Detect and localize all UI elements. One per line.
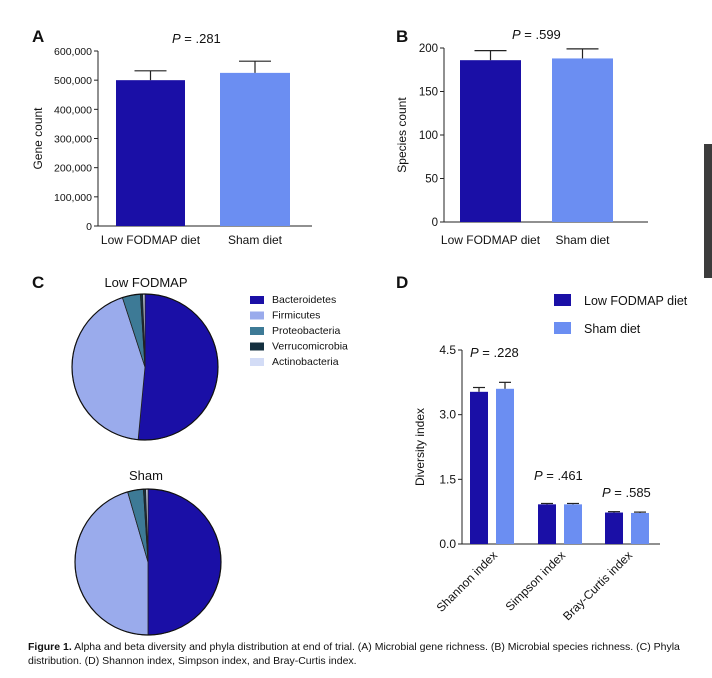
legend-swatch-firmicutes: [250, 311, 264, 320]
panel-a-ytick-label: 600,000: [54, 46, 92, 58]
panel-d-xtick-label: Bray-Curtis index: [560, 548, 635, 623]
panel-d-bar-bray-curtis-index-sham: [631, 512, 649, 544]
panel-d-ytick-label: 1.5: [439, 472, 456, 486]
panel-a-ytick-label: 100,000: [54, 192, 92, 204]
pie-title-low-fodmap: Low FODMAP: [104, 275, 187, 290]
panel-a-ytick-label: 300,000: [54, 134, 92, 146]
panel-b-xtick-label: Sham diet: [555, 233, 610, 247]
legend-label-verrucomicrobia: Verrucomicrobia: [272, 341, 348, 353]
panel-b-bar-sham: [552, 58, 613, 222]
panel-a-ytick-label: 400,000: [54, 104, 92, 116]
panel-d-ytick-label: 3.0: [439, 408, 456, 422]
caption-label: Figure 1.: [28, 641, 72, 653]
panel-d-ylabel: Diversity index: [413, 408, 427, 486]
panel-b-ytick-label: 200: [419, 43, 438, 55]
panel-b-ytick-label: 50: [425, 174, 438, 186]
scrollbar-tab[interactable]: [704, 144, 712, 278]
panel-b-ytick-label: 0: [432, 217, 438, 229]
pie-title-sham: Sham: [129, 468, 163, 483]
panel-label-c: C: [32, 273, 44, 292]
legend-label-proteobacteria: Proteobacteria: [272, 325, 340, 337]
panel-a-pvalue: P = .281: [172, 31, 221, 46]
panel-d-legend-label: Sham diet: [584, 322, 641, 336]
panel-a-bar-low-fodmap: [116, 80, 185, 227]
legend-swatch-verrucomicrobia: [250, 342, 264, 351]
panel-d-legend-label: Low FODMAP diet: [584, 294, 688, 308]
pie-slice-bacteroidetes: [147, 488, 222, 636]
panel-d-legend-swatch: [554, 294, 571, 306]
panel-label-d: D: [396, 273, 408, 292]
panel-b-ytick-label: 150: [419, 87, 438, 99]
panel-d-ytick-label: 0.0: [439, 537, 456, 551]
panel-b-ytick-label: 100: [419, 130, 438, 142]
panel-b-ylabel: Species count: [395, 97, 409, 173]
panel-d-bar-shannon-index-sham: [496, 388, 514, 544]
panel-d-ytick-label: 4.5: [439, 343, 456, 357]
panel-a-ytick-label: 500,000: [54, 75, 92, 87]
panel-d-xtick-label: Simpson index: [503, 548, 569, 614]
legend-label-actinobacteria: Actinobacteria: [272, 356, 339, 368]
legend-label-firmicutes: Firmicutes: [272, 310, 320, 322]
panel-d-bar-bray-curtis-index-low-fodmap: [605, 512, 623, 544]
panel-d-bar-simpson-index-low-fodmap: [538, 504, 556, 544]
panel-d-pvalue: P = .228: [470, 345, 519, 360]
caption-text: Alpha and beta diversity and phyla distr…: [28, 641, 680, 667]
panel-a-xtick-label: Low FODMAP diet: [101, 233, 201, 247]
legend-swatch-bacteroidetes: [250, 296, 264, 304]
panel-d-xtick-label: Shannon index: [434, 548, 501, 615]
pie-outline: [74, 488, 222, 636]
legend-swatch-proteobacteria: [250, 327, 264, 335]
panel-b-xtick-label: Low FODMAP diet: [441, 233, 541, 247]
pie-outline: [71, 293, 219, 441]
panel-a-ytick-label: 200,000: [54, 163, 92, 175]
panel-d-bar-shannon-index-low-fodmap: [470, 391, 488, 544]
panel-d-legend-swatch: [554, 322, 571, 334]
panel-a-xtick-label: Sham diet: [228, 233, 283, 247]
panel-b-pvalue: P = .599: [512, 27, 561, 42]
figure-canvas: A B C D 0 100,000 200,000 300,000 400,000 500,000…: [31, 27, 688, 636]
panel-d-bar-simpson-index-sham: [564, 504, 582, 544]
panel-d-pvalue: P = .585: [602, 485, 651, 500]
panel-a-ytick-label: 0: [86, 221, 92, 233]
figure-caption: Figure 1. Alpha and beta diversity and p…: [28, 640, 688, 668]
legend-swatch-actinobacteria: [250, 358, 264, 366]
panel-label-a: A: [32, 27, 44, 46]
legend-label-bacteroidetes: Bacteroidetes: [272, 294, 336, 306]
panel-label-b: B: [396, 27, 408, 46]
pie-slice-bacteroidetes: [137, 293, 219, 441]
panel-b-bar-low-fodmap: [460, 60, 521, 223]
panel-a-ylabel: Gene count: [31, 107, 45, 170]
panel-d-pvalue: P = .461: [534, 468, 583, 483]
panel-a-bar-sham: [220, 72, 290, 226]
